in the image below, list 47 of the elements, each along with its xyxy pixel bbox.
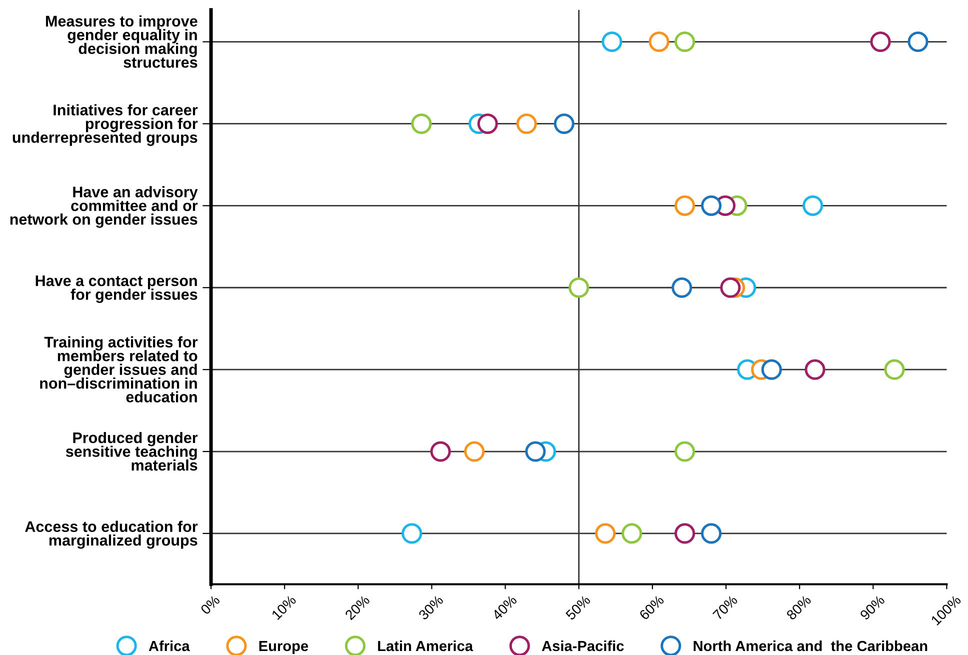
point: [674, 523, 696, 544]
x-tick-label: 90%: [859, 594, 886, 620]
y-tick-label: Produced gender sensitive teaching materials: [66, 432, 198, 471]
point: [804, 359, 826, 380]
x-tick-label: 80%: [786, 594, 812, 620]
point: [430, 441, 451, 462]
point: [648, 32, 670, 52]
point: [884, 359, 905, 380]
point: [602, 32, 622, 52]
y-tick-label: Have an advisory committee and or network on gender issues: [10, 186, 198, 228]
point: [674, 32, 696, 52]
point: [411, 113, 432, 134]
x-tick-label: 50%: [565, 594, 591, 620]
point: [908, 32, 928, 52]
y-tick-label: Measures to improve gender equality in decision making structures: [46, 15, 198, 68]
point: [802, 195, 824, 216]
x-tick-label: 0%: [200, 594, 220, 616]
point: [568, 277, 590, 298]
legend-label: Europe: [259, 641, 308, 654]
point: [701, 523, 722, 544]
x-tick-label: 30%: [418, 594, 444, 620]
point: [525, 441, 546, 462]
point: [761, 359, 782, 380]
point: [701, 195, 722, 216]
point: [554, 113, 574, 134]
point: [622, 523, 642, 544]
x-tick-label: 40%: [491, 594, 518, 621]
legend-label: Latin America: [378, 640, 474, 652]
point: [870, 32, 891, 52]
y-tick-label: Have a contact person for gender issues: [36, 276, 198, 303]
x-tick-label: 60%: [638, 594, 665, 620]
point: [402, 523, 422, 544]
point: [516, 113, 537, 134]
point: [674, 441, 696, 462]
point: [674, 195, 696, 216]
y-tick-label: Training activities for members related to gender issues and non–discrimination in education: [40, 336, 198, 402]
x-tick-label: 70%: [712, 594, 738, 620]
point: [672, 277, 692, 298]
legend-label: Africa: [148, 640, 190, 652]
y-tick-label: Access to education for marginalized groups: [25, 520, 198, 549]
y-tick-label: Initiatives for career progression for underrepresented groups: [12, 104, 198, 146]
point: [464, 441, 485, 462]
point: [720, 277, 741, 298]
point: [595, 523, 616, 544]
legend-label: North America and the Caribbean: [694, 640, 928, 652]
point: [477, 113, 498, 134]
legend-label: Asia-Pacific: [542, 640, 624, 652]
